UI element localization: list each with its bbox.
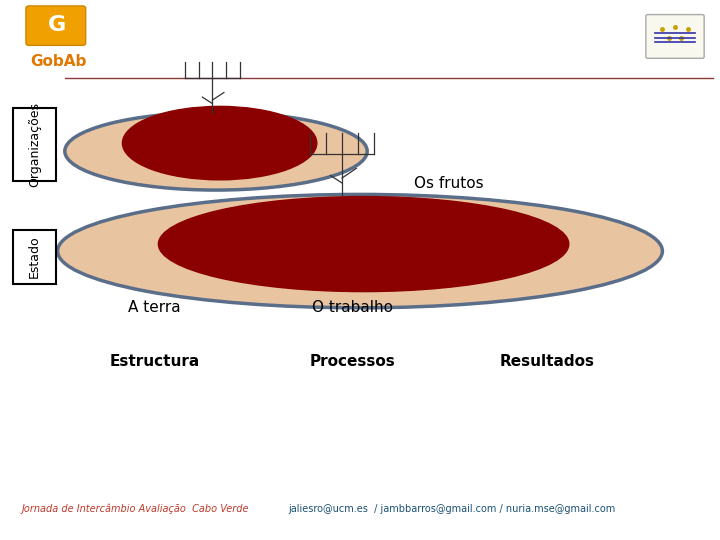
Text: Processos: Processos (310, 354, 396, 369)
Bar (13, 108, 56, 181)
Text: Organizações: Organizações (28, 102, 41, 187)
Bar (13, 230, 56, 284)
Text: A terra: A terra (128, 300, 181, 315)
Text: GobAb: GobAb (30, 54, 86, 69)
Text: G: G (48, 15, 66, 35)
Ellipse shape (65, 112, 367, 190)
Ellipse shape (58, 194, 662, 308)
Text: Resultados: Resultados (500, 354, 595, 369)
Text: Estado: Estado (28, 235, 41, 278)
Text: Estructura: Estructura (109, 354, 200, 369)
Text: O trabalho: O trabalho (312, 300, 393, 315)
Ellipse shape (122, 106, 317, 180)
Text: jaliesro@ucm.es  / jambbarros@gmail.com / nuria.mse@gmail.com: jaliesro@ucm.es / jambbarros@gmail.com /… (288, 504, 616, 514)
Text: Jornada de Intercâmbio Avaliação  Cabo Verde: Jornada de Intercâmbio Avaliação Cabo Ve… (22, 503, 249, 514)
FancyBboxPatch shape (26, 6, 86, 45)
Ellipse shape (158, 197, 569, 292)
FancyBboxPatch shape (646, 15, 704, 58)
Text: Os frutos: Os frutos (414, 176, 484, 191)
